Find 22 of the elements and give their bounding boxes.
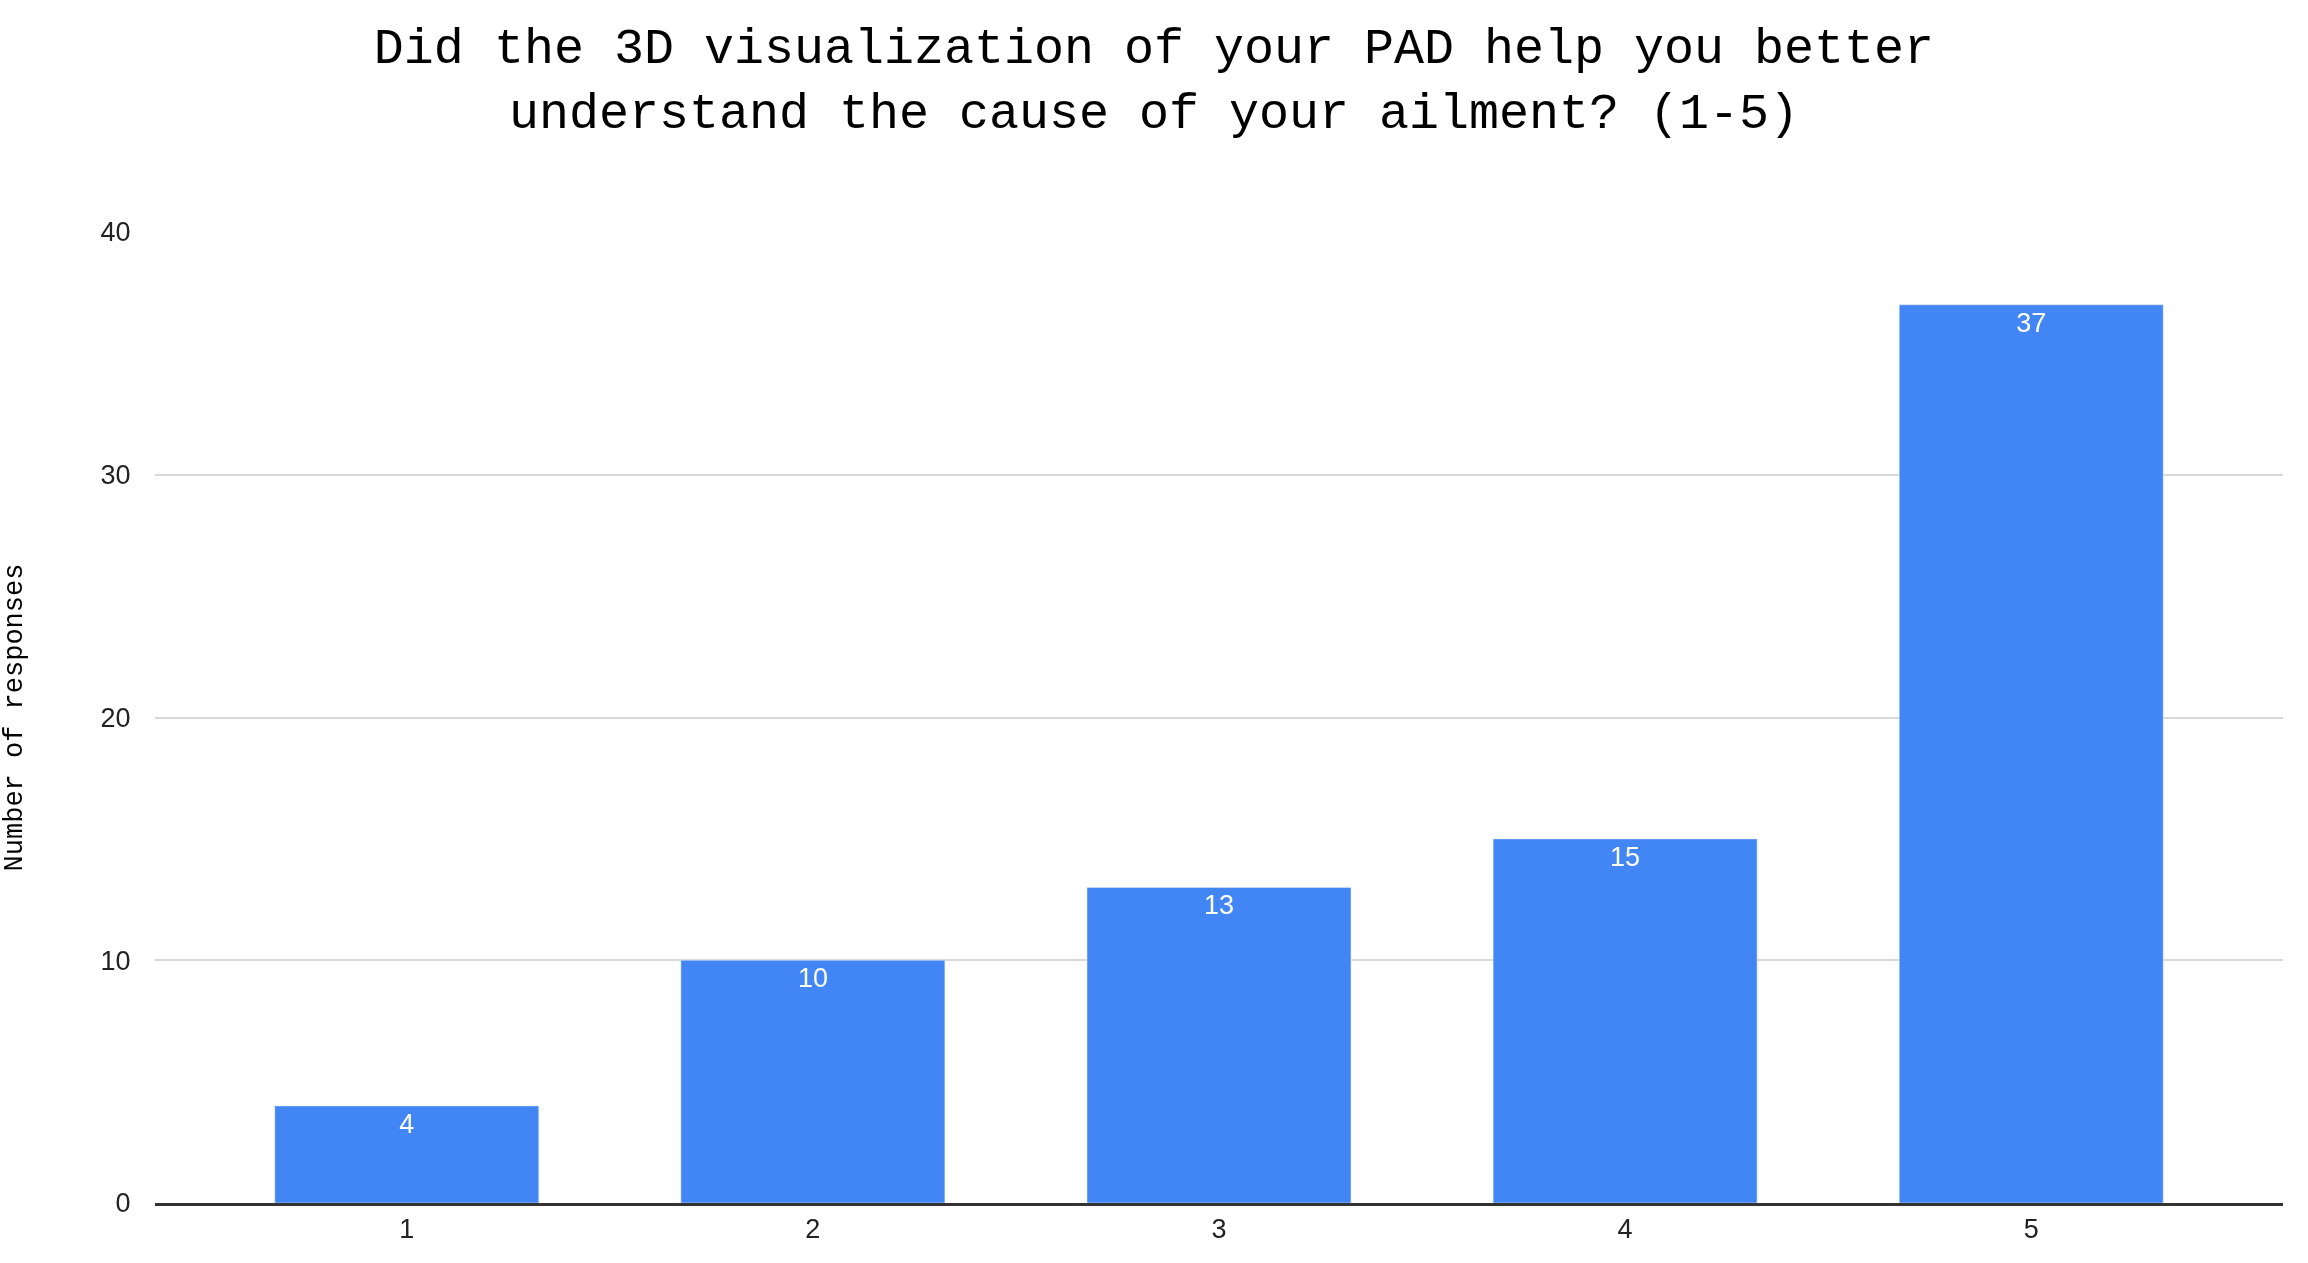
y-tick-label: 20 <box>100 702 131 733</box>
y-tick-label: 0 <box>115 1188 131 1219</box>
bar <box>680 960 946 1203</box>
x-tick-label: 3 <box>1211 1214 1227 1245</box>
data-label: 13 <box>1203 890 1235 921</box>
y-tick-label: 40 <box>100 217 131 248</box>
y-tick-label: 30 <box>100 460 131 491</box>
data-label: 10 <box>797 963 828 994</box>
data-label: 4 <box>399 1108 415 1139</box>
y-tick-label: 10 <box>100 945 131 976</box>
bar <box>1492 838 1758 1203</box>
y-axis-title: Number of responses <box>0 563 30 872</box>
chart-title: Did the 3D visualization of your PAD help you better understand the cause of your ailment? (1-5) <box>373 21 1935 144</box>
x-tick-label: 1 <box>399 1214 415 1245</box>
bar <box>1086 887 1352 1203</box>
x-tick-label: 2 <box>805 1214 821 1245</box>
bar <box>274 1105 540 1203</box>
bar <box>1898 304 2164 1203</box>
x-tick-label: 4 <box>1617 1214 1633 1245</box>
data-label: 15 <box>1610 841 1641 872</box>
x-tick-label: 5 <box>2023 1214 2039 1245</box>
data-label: 37 <box>2016 307 2047 338</box>
